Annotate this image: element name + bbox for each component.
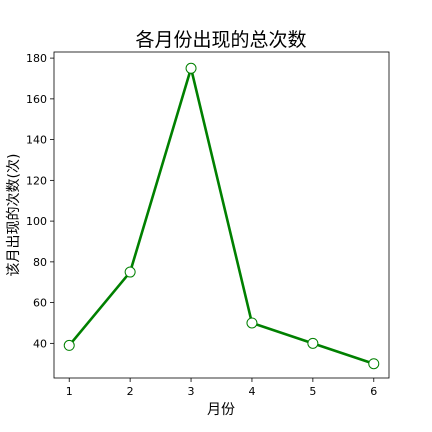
data-point (307, 337, 319, 349)
chart-title: 各月份出现的总次数 (135, 29, 306, 51)
data-point (368, 358, 380, 370)
data-point (246, 317, 258, 329)
x-axis: 1 2 3 4 5 6 (66, 378, 377, 398)
plot-area (53, 51, 390, 379)
y-tick-label: 100 (26, 215, 47, 228)
x-tick-label: 3 (188, 385, 195, 398)
x-tick-label: 6 (370, 385, 377, 398)
y-tick-label: 120 (26, 174, 47, 187)
y-tick-label: 60 (33, 297, 47, 310)
y-tick-label: 80 (33, 256, 47, 269)
y-axis-label: 该月出现的次数(次) (6, 154, 22, 277)
series-layer (63, 62, 380, 370)
data-point (124, 266, 136, 278)
x-axis-label: 月份 (207, 402, 235, 418)
y-tick-label: 180 (26, 52, 47, 65)
y-tick-label: 160 (26, 93, 47, 106)
data-point (185, 62, 197, 74)
x-tick-label: 2 (127, 385, 134, 398)
x-tick-label: 4 (248, 385, 255, 398)
y-axis: 40 60 80 100 120 140 160 180 (26, 52, 54, 350)
x-tick-label: 1 (66, 385, 73, 398)
data-point (63, 339, 75, 351)
y-tick-label: 140 (26, 134, 47, 147)
x-tick-label: 5 (309, 385, 316, 398)
series-line (68, 67, 375, 365)
y-tick-label: 40 (33, 337, 47, 350)
